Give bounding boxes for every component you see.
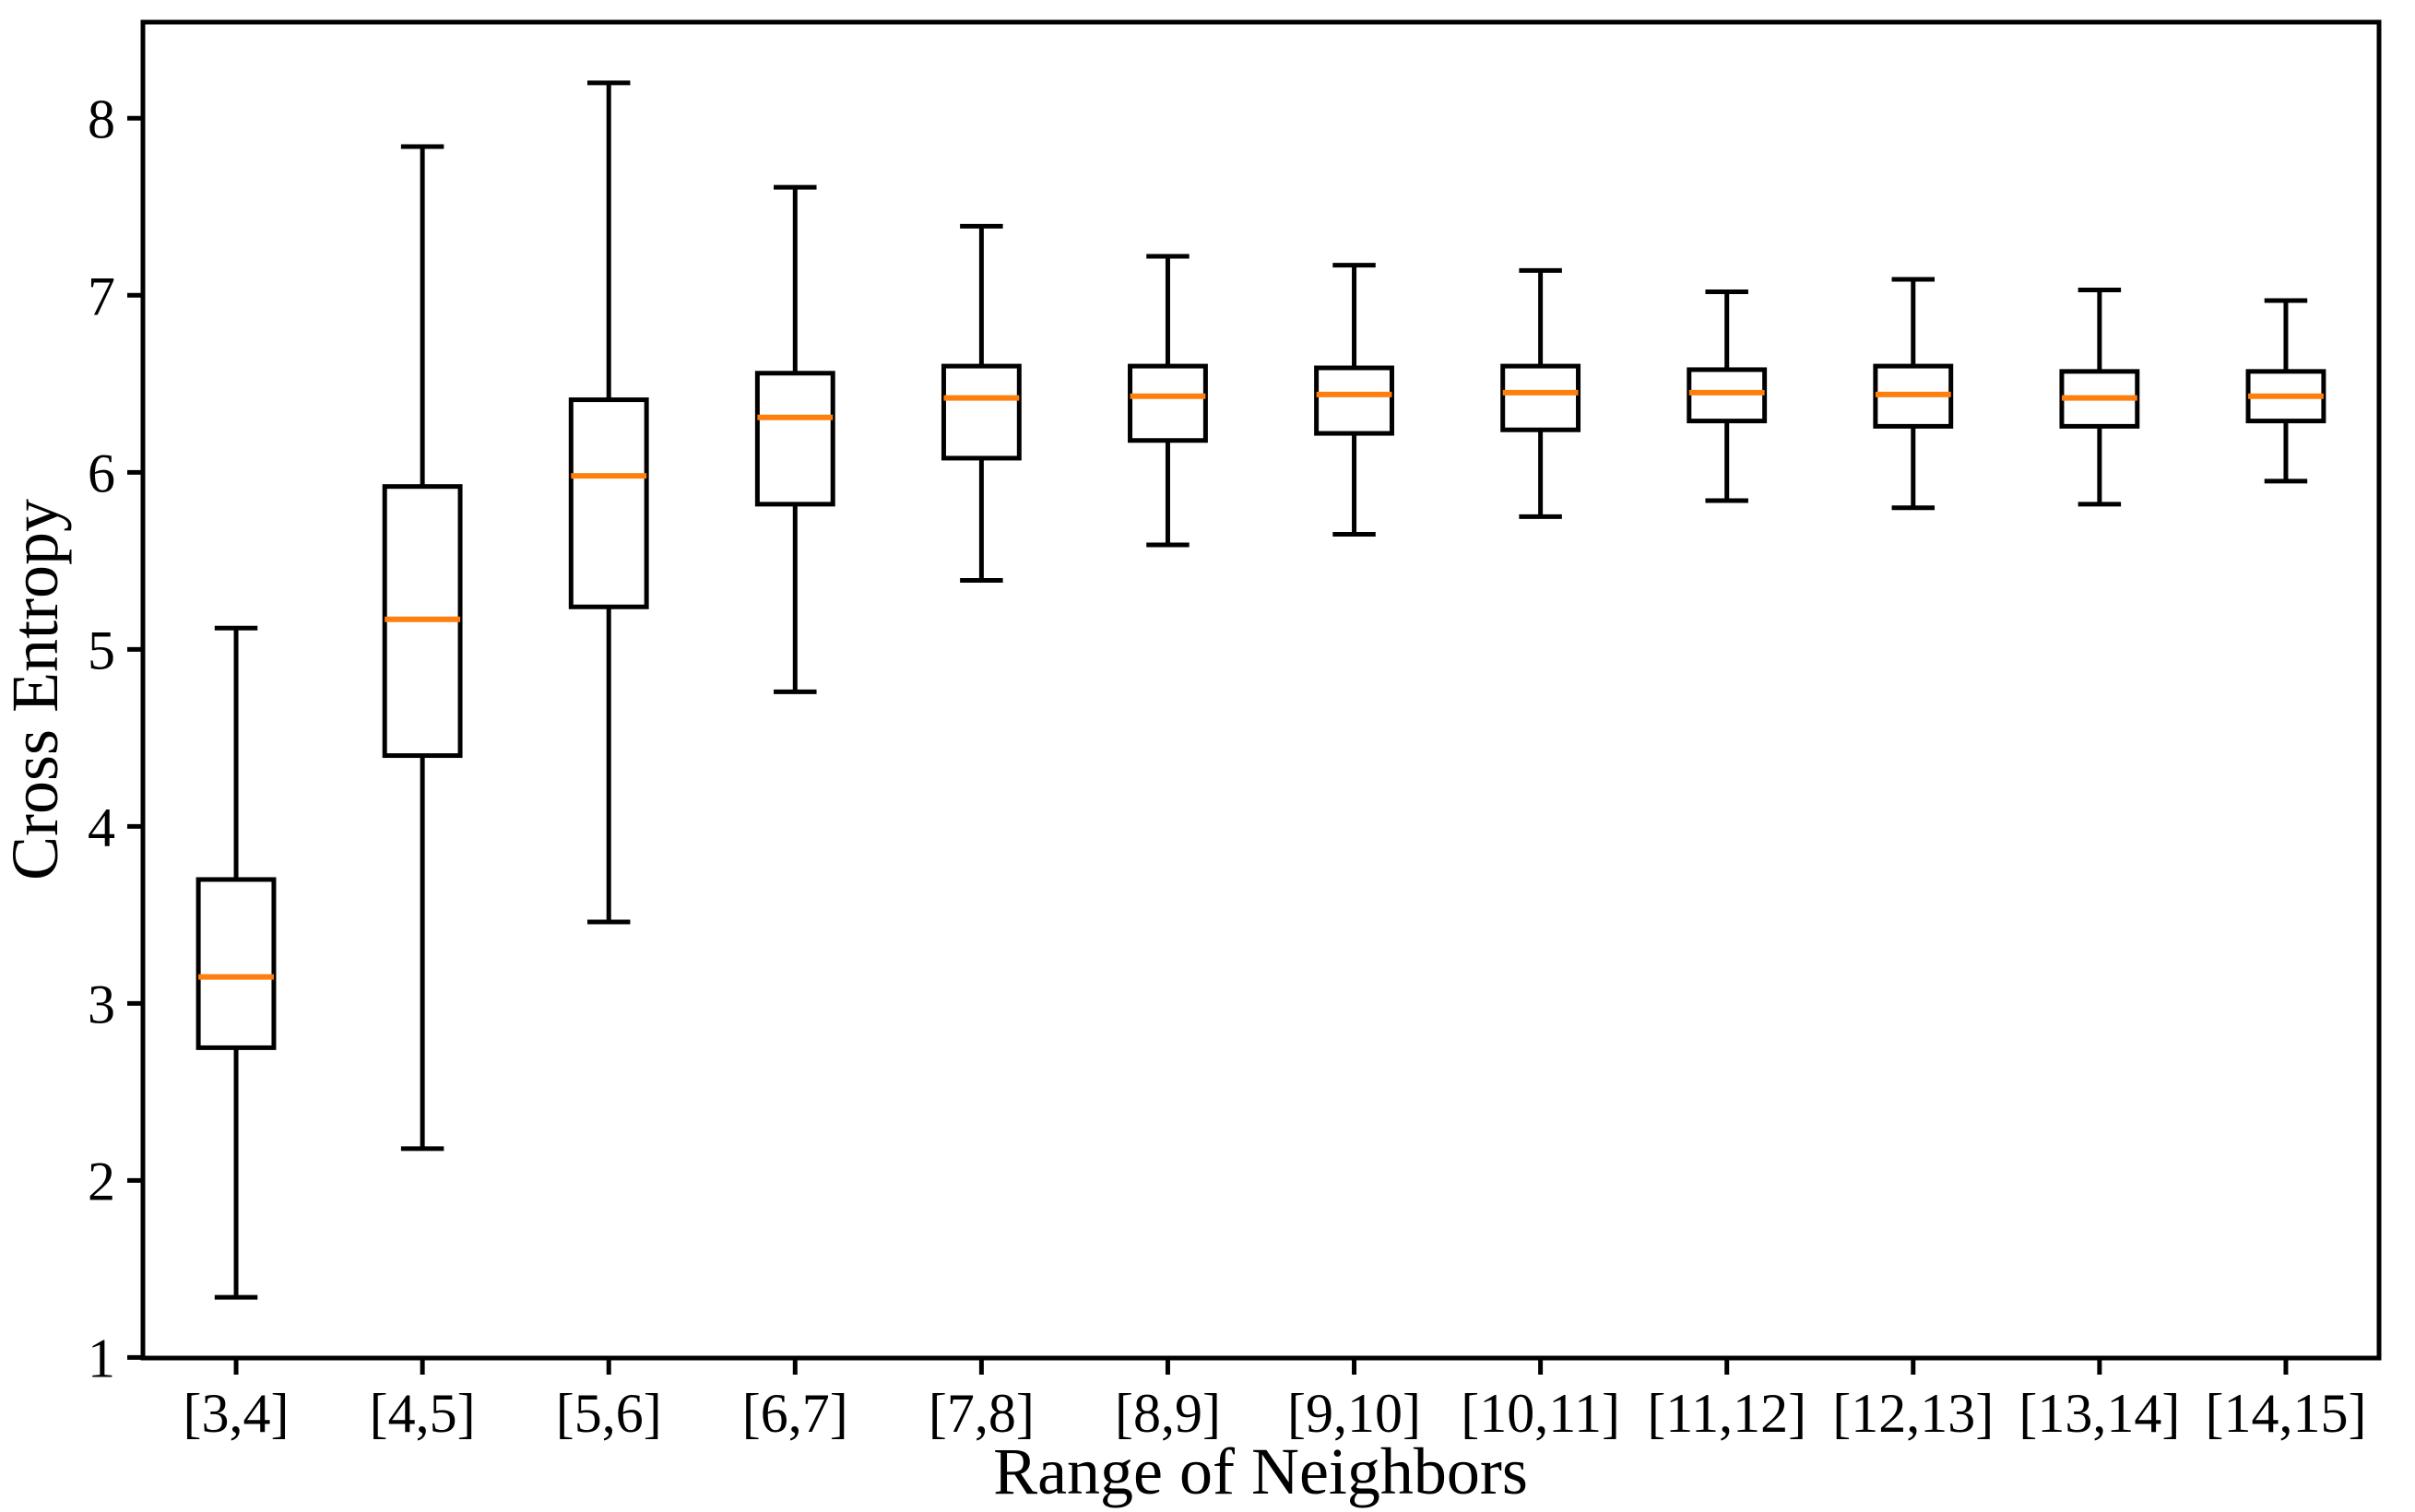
x-tick-label: [12,13] xyxy=(1832,1383,1994,1444)
x-axis-title: Range of Neighbors xyxy=(993,1435,1528,1508)
y-tick-label: 7 xyxy=(88,266,115,326)
y-tick-label: 4 xyxy=(88,797,115,857)
box xyxy=(1128,363,1208,443)
box xyxy=(1500,363,1581,432)
y-tick-label: 6 xyxy=(88,443,115,503)
x-tick-label: [3,4] xyxy=(183,1383,290,1444)
box xyxy=(754,371,835,507)
box xyxy=(941,363,1022,461)
y-tick-label: 2 xyxy=(88,1151,115,1211)
box xyxy=(1314,365,1394,436)
box xyxy=(195,877,277,1050)
y-tick-label: 5 xyxy=(88,620,115,680)
x-tick-label: [8,9] xyxy=(1115,1383,1221,1444)
y-tick-label: 8 xyxy=(88,89,115,149)
x-tick-label: [10,11] xyxy=(1461,1383,1620,1444)
y-tick-label: 1 xyxy=(88,1328,115,1388)
axes-frame xyxy=(140,19,2382,1361)
x-tick-label: [13,14] xyxy=(2018,1383,2180,1444)
y-axis-title: Cross Entropy xyxy=(0,499,72,880)
x-tick-label: [11,12] xyxy=(1647,1383,1806,1444)
x-tick-label: [9,10] xyxy=(1287,1383,1421,1444)
x-tick-label: [7,8] xyxy=(929,1383,1035,1444)
x-tick-label: [4,5] xyxy=(370,1383,476,1444)
x-tick-label: [6,7] xyxy=(742,1383,848,1444)
x-tick-label: [5,6] xyxy=(556,1383,662,1444)
x-tick-label: [14,15] xyxy=(2205,1383,2366,1444)
box xyxy=(568,397,649,609)
y-tick-label: 3 xyxy=(88,974,115,1034)
